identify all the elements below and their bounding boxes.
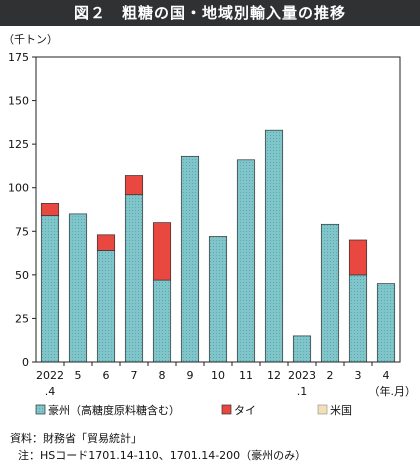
bar-australia-5 — [180, 155, 200, 363]
chart-title: 図２ 粗糖の国・地域別輸入量の推移 — [0, 0, 420, 26]
x-tick-label: 2022 — [36, 369, 64, 382]
x-tick-label: 11 — [239, 369, 253, 382]
legend-swatch-us — [317, 404, 328, 415]
source-text: 財務省「貿易統計」 — [43, 432, 142, 445]
y-tick-label: 175 — [8, 51, 29, 64]
y-tick-label: 25 — [15, 312, 29, 325]
bar-thailand-3 — [124, 175, 144, 196]
x-tick-sublabel: .4 — [45, 385, 56, 398]
bar-thailand-0 — [40, 203, 60, 216]
x-tick-label: 7 — [131, 369, 138, 382]
bar-australia-8 — [264, 129, 284, 363]
bar-thailand-2 — [96, 234, 116, 251]
bar-australia-4 — [152, 279, 172, 363]
x-tick-label: 6 — [103, 369, 110, 382]
bar-thailand-4 — [152, 222, 172, 281]
x-tick-label: 2 — [327, 369, 334, 382]
x-tick-label: 12 — [267, 369, 281, 382]
y-tick-label: 0 — [22, 356, 29, 369]
bar-australia-0 — [40, 215, 60, 363]
bar-australia-3 — [124, 194, 144, 363]
bar-thailand-11 — [348, 239, 368, 276]
bar-australia-12 — [376, 283, 396, 363]
x-tick-sublabel: .1 — [297, 385, 308, 398]
source-note: 資料：財務省「貿易統計」 — [10, 430, 142, 446]
footnote: 注：HSコード1701.14-110、1701.14-200（豪州のみ） — [18, 447, 306, 463]
x-tick-label: 3 — [355, 369, 362, 382]
x-tick-label: 2023 — [288, 369, 316, 382]
plot-frame — [35, 56, 401, 363]
bar-australia-11 — [348, 274, 368, 363]
axes-group: 0 25 50 75 100 125 150 175 2022 .4 5 6 7 8 9 10 11 12 2023… — [8, 51, 416, 398]
x-axis-unit-label: （年.月） — [369, 384, 417, 398]
x-tick-label: 8 — [159, 369, 166, 382]
note-text: HSコード1701.14-110、1701.14-200（豪州のみ） — [40, 449, 307, 462]
y-tick-label: 125 — [8, 138, 29, 151]
y-axis-unit-label: （千トン） — [3, 33, 58, 46]
y-tick-label: 100 — [8, 182, 29, 195]
bar-australia-6 — [208, 236, 228, 363]
legend-swatch-australia — [35, 404, 46, 415]
x-tick-label: 10 — [211, 369, 225, 382]
legend-label-thailand: タイ — [234, 404, 256, 417]
x-tick-label: 4 — [383, 369, 390, 382]
legend-swatch-thailand — [221, 404, 232, 415]
y-tick-label: 50 — [15, 269, 29, 282]
bar-australia-10 — [320, 223, 340, 363]
bars-group — [40, 129, 396, 363]
bar-australia-1 — [68, 213, 88, 363]
bar-australia-7 — [236, 159, 256, 363]
legend: 豪州（高糖度原料糖含む） タイ 米国 — [35, 403, 352, 417]
x-tick-label: 5 — [75, 369, 82, 382]
source-label: 資料： — [10, 432, 43, 445]
legend-label-us: 米国 — [330, 404, 352, 417]
y-tick-label: 150 — [8, 95, 29, 108]
bar-australia-2 — [96, 250, 116, 363]
note-label: 注： — [18, 449, 40, 462]
x-tick-label: 9 — [187, 369, 194, 382]
legend-label-australia: 豪州（高糖度原料糖含む） — [48, 403, 180, 417]
y-tick-label: 75 — [15, 225, 29, 238]
bar-australia-9 — [292, 335, 312, 363]
